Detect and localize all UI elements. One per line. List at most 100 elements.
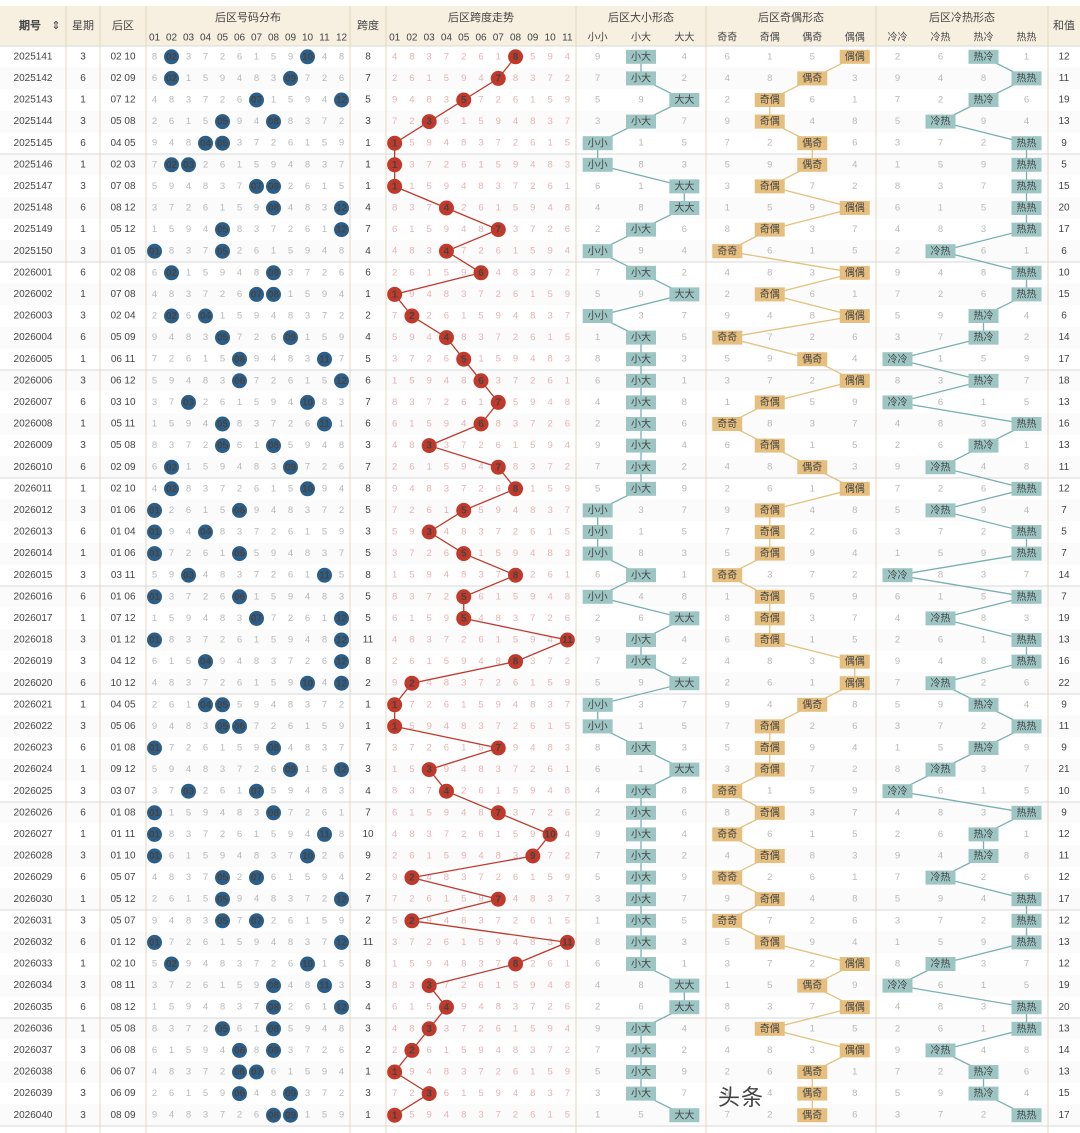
span-cell: 11 [363, 635, 374, 646]
omission-count: 3 [322, 548, 327, 559]
back-numbers-cell: 02 04 [110, 311, 135, 322]
omission-count: 4 [203, 224, 208, 235]
red-span-number: 7 [495, 398, 501, 409]
oddeven-tag [754, 438, 785, 453]
omission-count: 2 [895, 51, 900, 62]
oddeven-tag [797, 136, 828, 151]
omission-count: 3 [305, 699, 310, 710]
omission-count: 9 [271, 548, 276, 559]
row-bg [0, 89, 1080, 111]
omission-count: 3 [186, 872, 191, 883]
omission-count: 9 [565, 483, 570, 494]
size-tag [626, 957, 656, 971]
omission-count: 5 [392, 527, 397, 538]
omission-count: 8 [288, 937, 293, 948]
omission-count: 5 [186, 807, 191, 818]
omission-count: 1 [938, 354, 943, 365]
period-cell: 2025148 [14, 203, 53, 214]
oddeven-tag-label: 偶偶 [845, 201, 865, 214]
size-tag [626, 1021, 656, 1036]
blue-ball-number: 12 [336, 95, 348, 106]
omission-count: 6 [237, 678, 242, 689]
omission-count: 5 [203, 1088, 208, 1099]
omission-count: 5 [530, 51, 535, 62]
omission-count: 2 [1024, 332, 1029, 343]
red-span-number: 1 [392, 722, 398, 733]
omission-count: 3 [810, 267, 815, 278]
blue-ball-number: 07 [251, 614, 263, 625]
red-span-ball [387, 286, 403, 302]
omission-count: 9 [254, 937, 259, 948]
omission-count: 8 [565, 203, 570, 214]
blue-ball-number: 01 [149, 506, 161, 517]
omission-count: 5 [565, 721, 570, 732]
omission-count: 7 [547, 851, 552, 862]
omission-count: 3 [810, 1045, 815, 1056]
omission-count: 2 [767, 138, 772, 149]
period-cell: 2025141 [14, 51, 53, 62]
omission-count: 1 [496, 203, 501, 214]
omission-count: 5 [203, 116, 208, 127]
omission-count: 8 [981, 613, 986, 624]
omission-count: 3 [152, 786, 157, 797]
omission-count: 3 [322, 743, 327, 754]
period-cell: 2026006 [14, 375, 53, 386]
omission-count: 3 [339, 980, 344, 991]
size-tag-label: 小大 [631, 806, 651, 819]
period-cell: 2025147 [14, 181, 53, 192]
red-span-number: 5 [461, 592, 467, 603]
omission-count: 6 [547, 764, 552, 775]
sum-cell: 17 [1058, 224, 1070, 235]
row-bg [0, 1104, 1080, 1126]
omission-count: 8 [530, 894, 535, 905]
blue-ball-number: 08 [268, 743, 280, 754]
back-numbers-cell: 05 12 [110, 894, 135, 905]
omission-count: 7 [895, 678, 900, 689]
omission-count: 1 [810, 678, 815, 689]
omission-count: 8 [169, 95, 174, 106]
omission-count: 8 [444, 289, 449, 300]
red-span-number: 1 [392, 1067, 398, 1078]
omission-count: 6 [254, 483, 259, 494]
omission-count: 8 [513, 1045, 518, 1056]
omission-count: 4 [152, 483, 157, 494]
oddeven-tag [839, 201, 870, 215]
omission-count: 5 [895, 1088, 900, 1099]
oddeven-tag [754, 805, 785, 820]
omission-count: 3 [478, 332, 483, 343]
omission-count: 8 [339, 829, 344, 840]
omission-count: 5 [852, 440, 857, 451]
back-numbers-cell: 05 07 [110, 872, 135, 883]
size-tag-label: 大大 [674, 676, 694, 689]
blue-ball-number: 11 [319, 830, 330, 841]
omission-count: 2 [478, 440, 483, 451]
blue-ball [215, 330, 230, 346]
omission-count: 1 [852, 95, 857, 106]
omission-count: 5 [565, 527, 570, 538]
omission-count: 6 [169, 116, 174, 127]
omission-count: 7 [1024, 959, 1029, 970]
omission-count: 8 [461, 527, 466, 538]
blue-ball-number: 06 [234, 354, 246, 365]
back-numbers-cell: 05 07 [110, 915, 135, 926]
red-span-ball [438, 200, 454, 216]
period-cell: 2026037 [14, 1045, 53, 1056]
omission-count: 7 [169, 397, 174, 408]
back-numbers-cell: 05 08 [110, 440, 135, 451]
span-cell: 5 [365, 548, 371, 559]
back-numbers-cell: 07 12 [110, 613, 135, 624]
size-tag-label: 大大 [674, 93, 694, 106]
omission-count: 8 [981, 267, 986, 278]
omission-count: 1 [169, 807, 174, 818]
omission-count: 1 [496, 980, 501, 991]
omission-count: 5 [169, 224, 174, 235]
omission-count: 1 [895, 743, 900, 754]
omission-count: 5 [461, 1045, 466, 1056]
omission-count: 9 [427, 915, 432, 926]
omission-count: 9 [530, 635, 535, 646]
omission-count: 6 [852, 138, 857, 149]
omission-count: 8 [638, 203, 643, 214]
sum-cell: 17 [1058, 1110, 1070, 1121]
oddeven-tag [839, 1000, 870, 1015]
omission-count: 1 [547, 527, 552, 538]
